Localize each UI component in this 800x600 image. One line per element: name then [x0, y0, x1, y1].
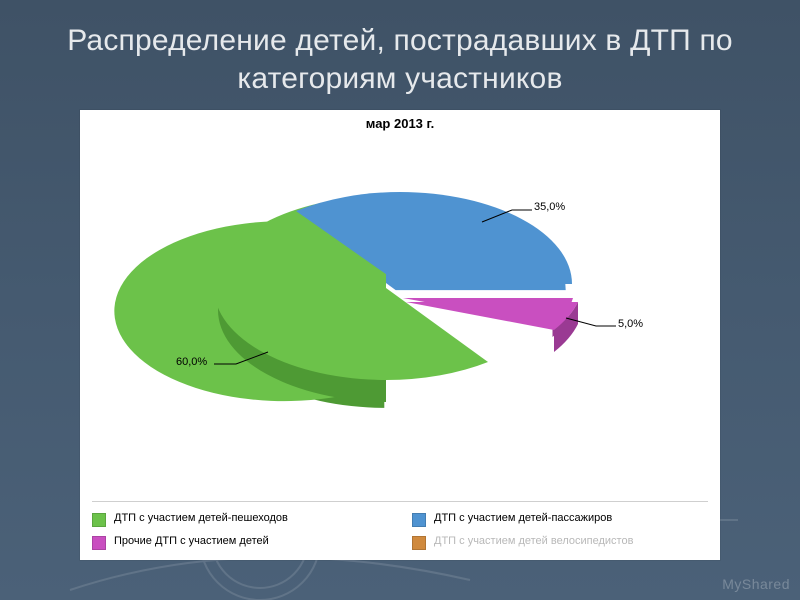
watermark: MyShared — [722, 576, 790, 592]
chart-title: мар 2013 г. — [80, 116, 720, 131]
legend-item-other: Прочие ДТП с участием детей — [92, 535, 388, 550]
legend-label: ДТП с участием детей велосипедистов — [434, 535, 633, 549]
datalabel-pedestrians: 60,0% — [176, 356, 207, 368]
legend-swatch — [412, 536, 426, 550]
pie-chart: 35,0% 5,0% 60,0% — [80, 134, 720, 434]
chart-legend: ДТП с участием детей-пешеходов ДТП с уча… — [92, 501, 708, 550]
legend-label: Прочие ДТП с участием детей — [114, 535, 269, 549]
chart-card: мар 2013 г. — [80, 110, 720, 560]
slide-title: Распределение детей, пострадавших в ДТП … — [0, 22, 800, 97]
legend-label: ДТП с участием детей-пешеходов — [114, 512, 288, 526]
legend-item-passengers: ДТП с участием детей-пассажиров — [412, 512, 708, 527]
datalabel-passengers: 35,0% — [534, 201, 565, 213]
legend-label: ДТП с участием детей-пассажиров — [434, 512, 612, 526]
legend-item-pedestrians: ДТП с участием детей-пешеходов — [92, 512, 388, 527]
legend-swatch — [92, 536, 106, 550]
slide: Распределение детей, пострадавших в ДТП … — [0, 0, 800, 600]
legend-item-cyclists: ДТП с участием детей велосипедистов — [412, 535, 708, 550]
legend-swatch — [92, 513, 106, 527]
legend-swatch — [412, 513, 426, 527]
datalabel-other: 5,0% — [618, 318, 643, 330]
